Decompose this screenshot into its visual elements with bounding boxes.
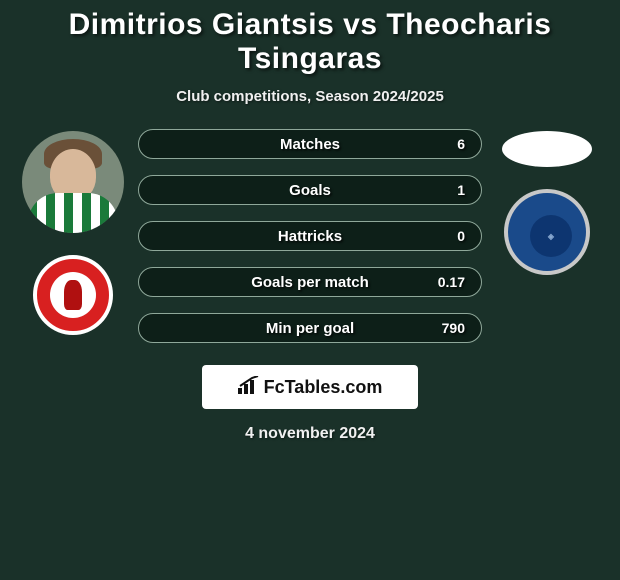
branding-text: FcTables.com [264, 377, 383, 398]
comparison-card: Dimitrios Giantsis vs Theocharis Tsingar… [0, 0, 620, 443]
stat-row-matches: Matches 6 [138, 129, 482, 159]
branding-box: FcTables.com [202, 365, 418, 409]
footer-date: 4 november 2024 [0, 425, 620, 443]
main-row: Matches 6 Goals 1 Hattricks 0 Goals per … [0, 129, 620, 343]
right-column: ◈ [492, 129, 602, 275]
stats-column: Matches 6 Goals 1 Hattricks 0 Goals per … [138, 129, 482, 343]
stat-label: Matches [280, 136, 340, 153]
stat-value-right: 1 [457, 182, 465, 198]
player2-avatar-placeholder [502, 131, 592, 167]
stat-label: Goals per match [251, 274, 369, 291]
player1-club-badge [33, 255, 113, 335]
stat-label: Goals [289, 182, 331, 199]
page-title: Dimitrios Giantsis vs Theocharis Tsingar… [0, 8, 620, 76]
player1-avatar [22, 131, 124, 233]
page-subtitle: Club competitions, Season 2024/2025 [0, 88, 620, 105]
stat-row-hattricks: Hattricks 0 [138, 221, 482, 251]
stat-value-right: 0.17 [438, 274, 465, 290]
stat-label: Hattricks [278, 228, 342, 245]
stat-row-min-per-goal: Min per goal 790 [138, 313, 482, 343]
left-column [18, 129, 128, 335]
stat-row-goals-per-match: Goals per match 0.17 [138, 267, 482, 297]
stat-label: Min per goal [266, 320, 354, 337]
player2-club-badge: ◈ [504, 189, 590, 275]
stat-row-goals: Goals 1 [138, 175, 482, 205]
stat-value-right: 790 [442, 320, 465, 336]
chart-icon [238, 376, 260, 399]
stat-value-right: 0 [457, 228, 465, 244]
stat-value-right: 6 [457, 136, 465, 152]
